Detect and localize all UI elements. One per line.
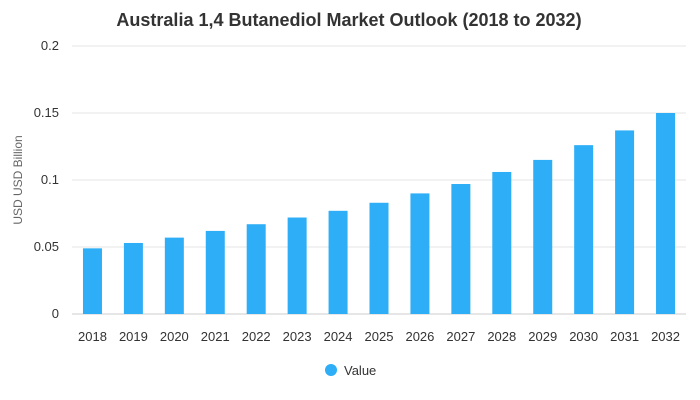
x-tick-label: 2027 bbox=[446, 329, 475, 344]
x-tick-label: 2029 bbox=[528, 329, 557, 344]
x-tick-label: 2026 bbox=[405, 329, 434, 344]
legend[interactable]: Value bbox=[325, 363, 376, 378]
x-tick-label: 2023 bbox=[283, 329, 312, 344]
bar-2032[interactable] bbox=[656, 113, 676, 314]
bar-2027[interactable] bbox=[451, 184, 471, 314]
x-tick-label: 2019 bbox=[119, 329, 148, 344]
chart-title: Australia 1,4 Butanediol Market Outlook … bbox=[116, 10, 581, 30]
x-tick-label: 2028 bbox=[487, 329, 516, 344]
bar-2021[interactable] bbox=[205, 230, 225, 314]
y-axis-label: USD USD Billion bbox=[11, 135, 25, 224]
y-tick-labels: 0 0.05 0.1 0.15 0.2 bbox=[34, 38, 59, 321]
legend-swatch-value[interactable] bbox=[325, 364, 337, 376]
x-tick-label: 2030 bbox=[569, 329, 598, 344]
x-tick-label: 2024 bbox=[324, 329, 353, 344]
x-tick-label: 2025 bbox=[365, 329, 394, 344]
bar-2028[interactable] bbox=[492, 171, 512, 314]
y-tick-label: 0.2 bbox=[41, 38, 59, 53]
bar-2024[interactable] bbox=[328, 210, 348, 314]
bar-2030[interactable] bbox=[574, 145, 594, 314]
y-tick-label: 0.05 bbox=[34, 239, 59, 254]
bar-2020[interactable] bbox=[164, 237, 184, 314]
bar-2018[interactable] bbox=[82, 248, 102, 314]
x-tick-label: 2018 bbox=[78, 329, 107, 344]
bar-2019[interactable] bbox=[123, 242, 143, 314]
bar-2029[interactable] bbox=[533, 159, 553, 314]
y-tick-label: 0.1 bbox=[41, 172, 59, 187]
bar-2031[interactable] bbox=[615, 130, 635, 314]
bar-2026[interactable] bbox=[410, 193, 430, 314]
bar-2023[interactable] bbox=[287, 217, 307, 314]
x-tick-label: 2021 bbox=[201, 329, 230, 344]
bar-2022[interactable] bbox=[246, 224, 266, 314]
x-tick-label: 2031 bbox=[610, 329, 639, 344]
bars bbox=[82, 113, 676, 314]
y-tick-label: 0.15 bbox=[34, 105, 59, 120]
x-tick-label: 2032 bbox=[651, 329, 680, 344]
bar-2025[interactable] bbox=[369, 202, 389, 314]
y-tick-label: 0 bbox=[52, 306, 59, 321]
x-tick-label: 2020 bbox=[160, 329, 189, 344]
x-tick-label: 2022 bbox=[242, 329, 271, 344]
x-tick-labels: 2018 2019 2020 2021 2022 2023 2024 2025 2026 2027… bbox=[78, 329, 680, 344]
legend-label-value[interactable]: Value bbox=[344, 363, 376, 378]
